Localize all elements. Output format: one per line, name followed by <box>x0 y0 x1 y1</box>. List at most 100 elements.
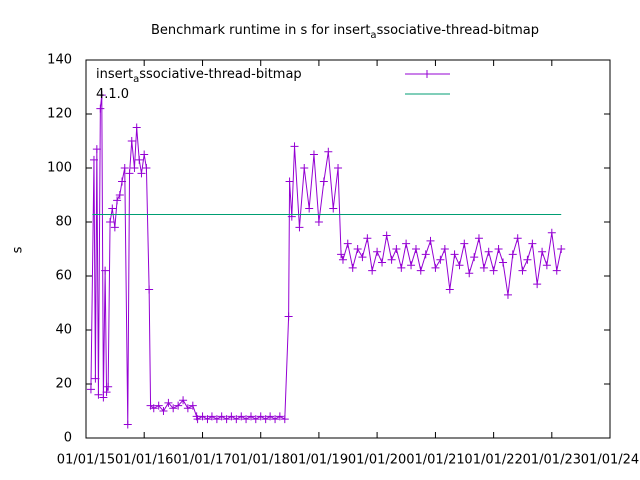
point-marker <box>237 412 246 421</box>
point-marker <box>329 204 338 213</box>
point-marker <box>373 247 382 256</box>
point-marker <box>494 245 503 253</box>
point-marker <box>542 261 551 270</box>
point-marker <box>284 312 293 321</box>
point-marker <box>104 382 113 391</box>
point-marker <box>533 280 542 289</box>
point-marker <box>426 236 435 245</box>
point-marker <box>402 239 411 248</box>
x-tick-label: 01/01/19 <box>290 453 348 468</box>
y-tick-label: 80 <box>55 215 72 230</box>
point-marker <box>440 245 449 253</box>
point-marker <box>203 415 212 424</box>
point-marker <box>343 239 352 248</box>
x-tick-label: 01/01/24 <box>581 453 639 468</box>
x-tick-label: 01/01/23 <box>523 453 581 468</box>
point-marker <box>101 266 110 275</box>
x-tick-label: 01/01/15 <box>57 453 115 468</box>
point-marker <box>479 263 488 272</box>
point-marker <box>102 388 111 397</box>
point-marker <box>503 290 512 299</box>
point-marker <box>557 245 566 253</box>
point-marker <box>130 164 139 172</box>
point-marker <box>169 404 178 413</box>
y-tick-label: 20 <box>55 377 72 392</box>
point-marker <box>508 250 517 259</box>
legend-label: insertassociative-thread-bitmap <box>96 67 302 86</box>
y-tick-label: 120 <box>47 107 72 122</box>
y-tick-label: 100 <box>47 161 72 176</box>
point-marker <box>378 258 387 267</box>
point-marker <box>179 396 188 405</box>
point-marker <box>118 177 127 186</box>
point-marker <box>465 269 474 278</box>
point-marker <box>164 398 173 407</box>
point-marker <box>334 164 343 172</box>
point-marker <box>261 415 270 424</box>
series-line <box>90 95 562 425</box>
point-marker <box>445 285 454 294</box>
point-marker <box>123 420 132 429</box>
point-marker <box>499 258 508 267</box>
point-marker <box>217 412 226 421</box>
point-marker <box>368 266 377 275</box>
point-marker <box>266 412 275 421</box>
point-marker <box>523 255 532 264</box>
point-marker <box>547 228 556 237</box>
x-tick-label: 01/01/17 <box>173 453 231 468</box>
point-marker <box>538 247 547 256</box>
point-marker <box>174 401 183 410</box>
point-marker <box>290 142 299 151</box>
point-marker <box>207 412 216 421</box>
y-tick-label: 140 <box>47 53 72 68</box>
x-tick-label: 01/01/18 <box>232 453 290 468</box>
point-marker <box>348 263 357 272</box>
point-marker <box>232 415 241 424</box>
point-marker <box>242 415 251 424</box>
point-marker <box>513 234 522 243</box>
point-marker <box>484 247 493 256</box>
point-marker <box>125 169 134 178</box>
point-marker <box>89 155 98 164</box>
point-marker <box>392 245 401 253</box>
point-marker <box>324 147 333 156</box>
y-tick-label: 60 <box>55 269 72 284</box>
point-marker <box>518 266 527 275</box>
point-marker <box>338 255 347 264</box>
point-marker <box>135 155 144 164</box>
point-marker <box>280 415 289 424</box>
point-marker <box>300 164 309 172</box>
point-marker <box>154 401 163 410</box>
point-marker <box>358 253 367 262</box>
point-marker <box>450 250 459 259</box>
point-marker <box>460 239 469 248</box>
point-marker <box>436 255 445 264</box>
point-marker <box>489 266 498 275</box>
point-marker <box>92 145 101 154</box>
point-marker <box>188 401 197 410</box>
x-tick-label: 01/01/21 <box>406 453 464 468</box>
point-marker <box>353 245 362 253</box>
point-marker <box>137 169 146 178</box>
point-marker <box>96 104 105 113</box>
point-marker <box>193 415 202 424</box>
point-marker <box>552 266 561 275</box>
y-axis-label: s <box>11 246 26 253</box>
chart-title: Benchmark runtime in s for insertassocia… <box>151 23 539 42</box>
point-marker <box>470 253 479 262</box>
point-marker <box>363 234 372 243</box>
point-marker <box>159 407 168 415</box>
point-marker <box>275 412 284 421</box>
point-marker <box>319 177 328 186</box>
point-marker <box>337 250 346 259</box>
point-marker <box>132 123 141 132</box>
point-marker <box>314 218 323 226</box>
x-tick-label: 01/01/16 <box>115 453 173 468</box>
point-marker <box>416 266 425 275</box>
point-marker <box>149 404 158 413</box>
point-marker <box>287 212 296 221</box>
point-marker <box>246 412 255 421</box>
point-marker <box>140 150 149 159</box>
point-marker <box>227 412 236 421</box>
y-tick-label: 40 <box>55 323 72 338</box>
